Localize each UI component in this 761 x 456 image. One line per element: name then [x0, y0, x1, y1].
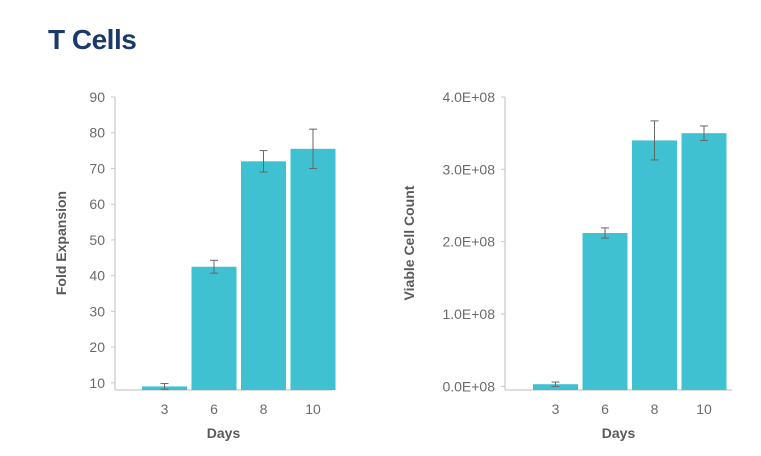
x-tick-label: 10 [305, 401, 321, 417]
y-tick-label: 60 [89, 196, 105, 212]
x-tick-label: 8 [260, 401, 268, 417]
y-tick-label: 4.0E+08 [442, 89, 495, 105]
y-tick-label: 3.0E+08 [442, 161, 495, 177]
x-tick-label: 10 [696, 401, 712, 417]
y-tick-label: 2.0E+08 [442, 234, 495, 250]
y-tick-label: 80 [89, 125, 105, 141]
y-tick-label: 90 [89, 89, 105, 105]
page-title: T Cells [48, 24, 137, 55]
y-tick-label: 30 [89, 303, 105, 319]
y-tick-label: 0.0E+08 [442, 378, 495, 394]
x-tick-label: 6 [601, 401, 609, 417]
y-axis-label: Fold Expansion [53, 191, 69, 295]
y-tick-label: 10 [89, 375, 105, 391]
bar-day-6 [191, 266, 237, 390]
x-tick-label: 3 [552, 401, 560, 417]
y-tick-label: 1.0E+08 [442, 306, 495, 322]
bar-day-10 [681, 133, 727, 390]
x-axis-label: Days [602, 425, 636, 441]
bar-day-6 [582, 233, 628, 390]
bar-day-8 [632, 140, 677, 390]
y-tick-label: 50 [89, 232, 105, 248]
fold-expansion-chart: 10 20 30 40 50 60 70 80 90 3 6 8 10 Days Fold Expansio… [53, 89, 336, 441]
x-tick-label: 3 [161, 401, 169, 417]
x-tick-label: 6 [210, 401, 218, 417]
bar-day-10 [290, 148, 336, 390]
x-axis-label: Days [207, 425, 241, 441]
y-axis-label: Viable Cell Count [401, 185, 417, 300]
bar-day-3 [533, 384, 578, 390]
y-tick-label: 70 [89, 160, 105, 176]
y-tick-label: 40 [89, 268, 105, 284]
y-tick-label: 20 [89, 339, 105, 355]
viable-cell-count-chart: 0.0E+08 1.0E+08 2.0E+08 3.0E+08 4.0E+08 3 6 8 10… [401, 89, 732, 441]
x-tick-label: 8 [651, 401, 659, 417]
bar-day-8 [241, 161, 286, 390]
